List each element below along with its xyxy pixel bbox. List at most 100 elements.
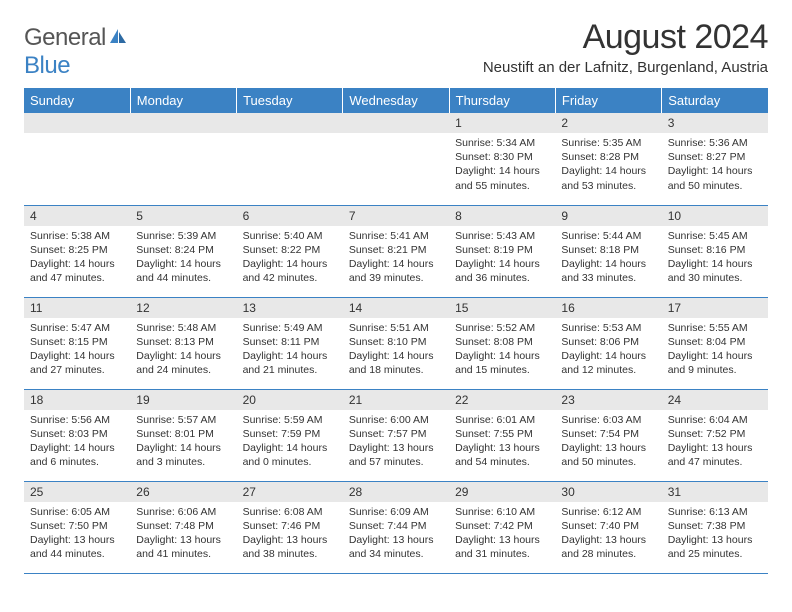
day-content: Sunrise: 5:56 AMSunset: 8:03 PMDaylight:… [24,410,130,473]
day-cell [24,113,130,205]
day-cell: 30Sunrise: 6:12 AMSunset: 7:40 PMDayligh… [555,481,661,573]
day-number: 17 [662,298,768,318]
day-content: Sunrise: 6:06 AMSunset: 7:48 PMDaylight:… [130,502,236,565]
day-header: Saturday [662,88,768,113]
day-number: 18 [24,390,130,410]
week-row: 4Sunrise: 5:38 AMSunset: 8:25 PMDaylight… [24,205,768,297]
day-content: Sunrise: 6:03 AMSunset: 7:54 PMDaylight:… [555,410,661,473]
day-cell: 5Sunrise: 5:39 AMSunset: 8:24 PMDaylight… [130,205,236,297]
day-cell: 22Sunrise: 6:01 AMSunset: 7:55 PMDayligh… [449,389,555,481]
day-number: 21 [343,390,449,410]
calendar-head: SundayMondayTuesdayWednesdayThursdayFrid… [24,88,768,113]
week-row: 25Sunrise: 6:05 AMSunset: 7:50 PMDayligh… [24,481,768,573]
day-cell: 11Sunrise: 5:47 AMSunset: 8:15 PMDayligh… [24,297,130,389]
day-content: Sunrise: 6:09 AMSunset: 7:44 PMDaylight:… [343,502,449,565]
day-header: Monday [130,88,236,113]
day-content: Sunrise: 5:52 AMSunset: 8:08 PMDaylight:… [449,318,555,381]
day-number: 14 [343,298,449,318]
day-header: Thursday [449,88,555,113]
week-row: 11Sunrise: 5:47 AMSunset: 8:15 PMDayligh… [24,297,768,389]
day-content: Sunrise: 5:51 AMSunset: 8:10 PMDaylight:… [343,318,449,381]
day-header: Sunday [24,88,130,113]
day-number: 13 [237,298,343,318]
day-cell: 9Sunrise: 5:44 AMSunset: 8:18 PMDaylight… [555,205,661,297]
logo-text-general: General [24,24,106,51]
day-cell: 16Sunrise: 5:53 AMSunset: 8:06 PMDayligh… [555,297,661,389]
day-cell [130,113,236,205]
day-number: 1 [449,113,555,133]
day-content: Sunrise: 5:53 AMSunset: 8:06 PMDaylight:… [555,318,661,381]
day-number: 10 [662,206,768,226]
day-cell: 17Sunrise: 5:55 AMSunset: 8:04 PMDayligh… [662,297,768,389]
day-number: 28 [343,482,449,502]
day-number: 29 [449,482,555,502]
day-content: Sunrise: 6:04 AMSunset: 7:52 PMDaylight:… [662,410,768,473]
day-cell: 24Sunrise: 6:04 AMSunset: 7:52 PMDayligh… [662,389,768,481]
day-cell: 19Sunrise: 5:57 AMSunset: 8:01 PMDayligh… [130,389,236,481]
day-cell: 10Sunrise: 5:45 AMSunset: 8:16 PMDayligh… [662,205,768,297]
header: GeneralBlue August 2024 Neustift an der … [24,18,768,80]
day-cell: 6Sunrise: 5:40 AMSunset: 8:22 PMDaylight… [237,205,343,297]
day-content: Sunrise: 6:00 AMSunset: 7:57 PMDaylight:… [343,410,449,473]
day-content: Sunrise: 5:49 AMSunset: 8:11 PMDaylight:… [237,318,343,381]
logo-sail-icon [108,24,128,52]
day-number: 4 [24,206,130,226]
day-number: 20 [237,390,343,410]
day-number: 16 [555,298,661,318]
day-content: Sunrise: 6:08 AMSunset: 7:46 PMDaylight:… [237,502,343,565]
day-number [343,113,449,133]
week-row: 18Sunrise: 5:56 AMSunset: 8:03 PMDayligh… [24,389,768,481]
day-number: 30 [555,482,661,502]
day-number: 11 [24,298,130,318]
day-header: Wednesday [343,88,449,113]
day-cell [343,113,449,205]
day-content: Sunrise: 5:36 AMSunset: 8:27 PMDaylight:… [662,133,768,196]
day-number: 8 [449,206,555,226]
day-content: Sunrise: 5:34 AMSunset: 8:30 PMDaylight:… [449,133,555,196]
day-cell [237,113,343,205]
day-cell: 18Sunrise: 5:56 AMSunset: 8:03 PMDayligh… [24,389,130,481]
day-cell: 31Sunrise: 6:13 AMSunset: 7:38 PMDayligh… [662,481,768,573]
day-cell: 8Sunrise: 5:43 AMSunset: 8:19 PMDaylight… [449,205,555,297]
day-content: Sunrise: 5:45 AMSunset: 8:16 PMDaylight:… [662,226,768,289]
day-number: 12 [130,298,236,318]
day-cell: 3Sunrise: 5:36 AMSunset: 8:27 PMDaylight… [662,113,768,205]
day-number: 2 [555,113,661,133]
day-number: 25 [24,482,130,502]
day-number: 24 [662,390,768,410]
day-content: Sunrise: 6:10 AMSunset: 7:42 PMDaylight:… [449,502,555,565]
day-content: Sunrise: 5:47 AMSunset: 8:15 PMDaylight:… [24,318,130,381]
calendar-body: 1Sunrise: 5:34 AMSunset: 8:30 PMDaylight… [24,113,768,573]
day-content: Sunrise: 6:13 AMSunset: 7:38 PMDaylight:… [662,502,768,565]
day-cell: 1Sunrise: 5:34 AMSunset: 8:30 PMDaylight… [449,113,555,205]
day-number [24,113,130,133]
day-content: Sunrise: 6:01 AMSunset: 7:55 PMDaylight:… [449,410,555,473]
day-cell: 26Sunrise: 6:06 AMSunset: 7:48 PMDayligh… [130,481,236,573]
day-number: 19 [130,390,236,410]
day-cell: 21Sunrise: 6:00 AMSunset: 7:57 PMDayligh… [343,389,449,481]
day-number: 6 [237,206,343,226]
day-content: Sunrise: 5:39 AMSunset: 8:24 PMDaylight:… [130,226,236,289]
day-header: Friday [555,88,661,113]
week-row: 1Sunrise: 5:34 AMSunset: 8:30 PMDaylight… [24,113,768,205]
day-content: Sunrise: 6:12 AMSunset: 7:40 PMDaylight:… [555,502,661,565]
day-content: Sunrise: 5:59 AMSunset: 7:59 PMDaylight:… [237,410,343,473]
day-content: Sunrise: 5:57 AMSunset: 8:01 PMDaylight:… [130,410,236,473]
day-cell: 7Sunrise: 5:41 AMSunset: 8:21 PMDaylight… [343,205,449,297]
day-cell: 13Sunrise: 5:49 AMSunset: 8:11 PMDayligh… [237,297,343,389]
day-content: Sunrise: 5:48 AMSunset: 8:13 PMDaylight:… [130,318,236,381]
day-number: 22 [449,390,555,410]
day-cell: 23Sunrise: 6:03 AMSunset: 7:54 PMDayligh… [555,389,661,481]
day-cell: 15Sunrise: 5:52 AMSunset: 8:08 PMDayligh… [449,297,555,389]
day-content: Sunrise: 5:40 AMSunset: 8:22 PMDaylight:… [237,226,343,289]
logo: GeneralBlue [24,18,128,80]
day-content: Sunrise: 5:41 AMSunset: 8:21 PMDaylight:… [343,226,449,289]
title-block: August 2024 Neustift an der Lafnitz, Bur… [483,18,768,76]
logo-text-blue: Blue [24,52,70,79]
day-content: Sunrise: 5:43 AMSunset: 8:19 PMDaylight:… [449,226,555,289]
day-number: 5 [130,206,236,226]
day-number: 26 [130,482,236,502]
day-number [237,113,343,133]
day-cell: 27Sunrise: 6:08 AMSunset: 7:46 PMDayligh… [237,481,343,573]
day-number: 15 [449,298,555,318]
